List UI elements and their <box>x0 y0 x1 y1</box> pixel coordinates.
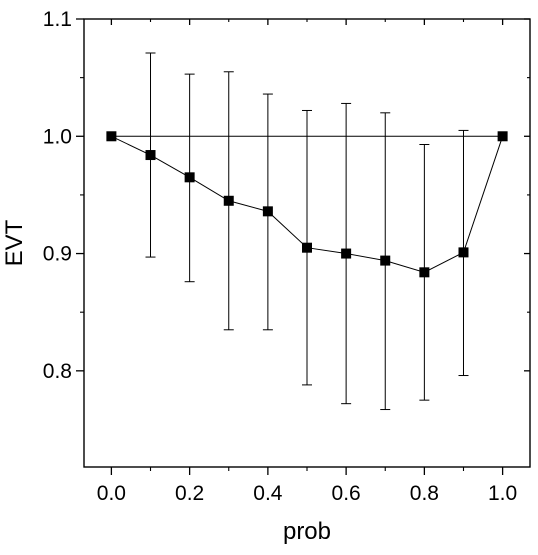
data-point-marker <box>302 242 312 253</box>
y-tick-label: 1.0 <box>43 125 72 148</box>
x-tick-label: 1.0 <box>488 482 517 505</box>
y-axis-title: EVT <box>1 219 28 266</box>
x-tick-label: 0.8 <box>410 482 439 505</box>
marker-layer <box>106 131 508 278</box>
data-point-marker <box>380 255 391 266</box>
data-point-marker <box>223 195 234 206</box>
x-tick-label: 0.6 <box>332 482 361 505</box>
y-tick-label: 1.1 <box>43 8 72 31</box>
data-point-marker <box>262 206 273 217</box>
data-point-marker <box>419 267 430 278</box>
data-point-marker <box>145 150 156 161</box>
y-tick-label: 0.8 <box>43 360 72 383</box>
y-tick-label: 0.9 <box>43 243 72 266</box>
data-point-marker <box>458 247 469 258</box>
x-tick-label: 0.4 <box>253 482 283 505</box>
data-point-marker <box>497 131 508 142</box>
x-tick-label: 0.2 <box>175 482 204 505</box>
data-point-marker <box>341 248 352 259</box>
data-point-marker <box>106 131 117 142</box>
x-tick-label: 0.0 <box>97 482 126 505</box>
x-axis-title: prob <box>283 518 331 545</box>
axis-tick-layer: 0.0 0.2 0.4 0.6 0.8 1.0 0.8 0.9 1.0 1.1 <box>43 8 530 505</box>
error-bar-layer <box>145 52 469 411</box>
data-point-marker <box>184 172 195 183</box>
